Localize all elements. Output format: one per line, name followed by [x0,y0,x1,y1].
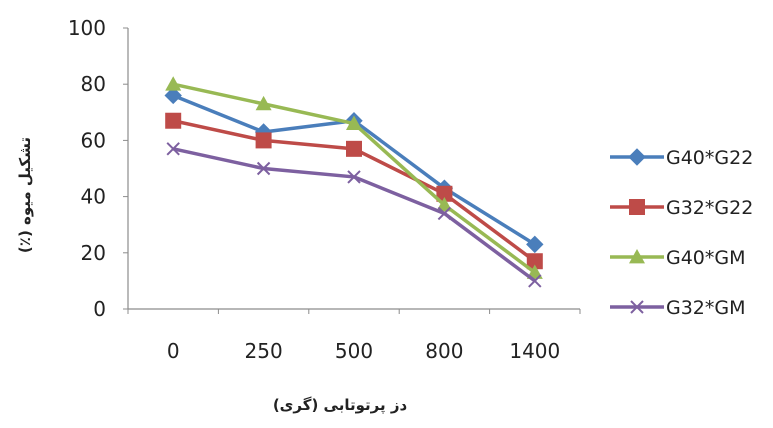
legend-label: G32*GM [666,297,746,319]
y-tick-label: 0 [93,297,106,321]
data-point [165,76,182,91]
series-g40-gm [165,76,543,279]
data-point-stroke [347,170,361,184]
legend-label: G40*GM [666,247,746,269]
legend: G40*G22 G32*G22 G40*GM G32*GM [610,147,753,319]
series-g40-g22 [164,86,544,254]
data-point [255,132,272,149]
data-point [437,206,452,221]
data-point-stroke [528,274,542,288]
data-point [526,253,543,270]
x-tick-label: 250 [245,339,283,363]
data-point [436,185,453,202]
x-tick-label: 1400 [509,339,560,363]
data-point [346,115,362,130]
y-tick-label: 100 [68,16,106,40]
y-tick-label: 80 [81,72,106,96]
data-point [165,112,182,129]
legend-marker-stroke [630,300,644,314]
y-tick-label: 20 [81,241,106,265]
legend-label: G32*G22 [666,197,753,219]
x-tick-label: 800 [425,339,463,363]
data-point [255,95,272,111]
data-point [346,140,362,157]
legend-marker [629,199,645,215]
legend-marker [629,249,645,264]
data-point [164,86,182,105]
legend-marker [628,148,646,166]
legend-item: G40*G22 [610,147,753,169]
data-point-stroke [166,142,180,156]
y-tick-label: 40 [81,185,106,209]
data-point [526,264,543,279]
y-tick-label: 60 [81,128,106,152]
legend-item: G32*GM [610,297,746,319]
data-point-stroke [256,161,271,176]
data-point-stroke [437,206,452,221]
series-layer [164,76,544,288]
data-point [528,274,542,288]
legend-label: G40*G22 [666,147,753,169]
legend-item: G32*G22 [610,197,753,219]
axes: 0 20 40 60 80 100 0 250 500 800 1400 [68,16,581,363]
x-tick-label: 0 [167,339,180,363]
x-tick-label: 500 [335,339,373,363]
data-point [256,161,271,176]
data-point [347,170,361,184]
legend-item: G40*GM [610,247,746,269]
series-line [172,147,536,283]
series-g32-g22 [165,112,543,270]
data-point [526,235,544,254]
x-axis-title: دز پرتوتابی (گری) [273,396,408,415]
data-point [166,142,180,156]
data-point [436,197,453,212]
y-axis-title: تشکیل میوه (٪) [16,137,34,253]
legend-marker [630,300,644,314]
series-g32-gm [166,142,542,288]
